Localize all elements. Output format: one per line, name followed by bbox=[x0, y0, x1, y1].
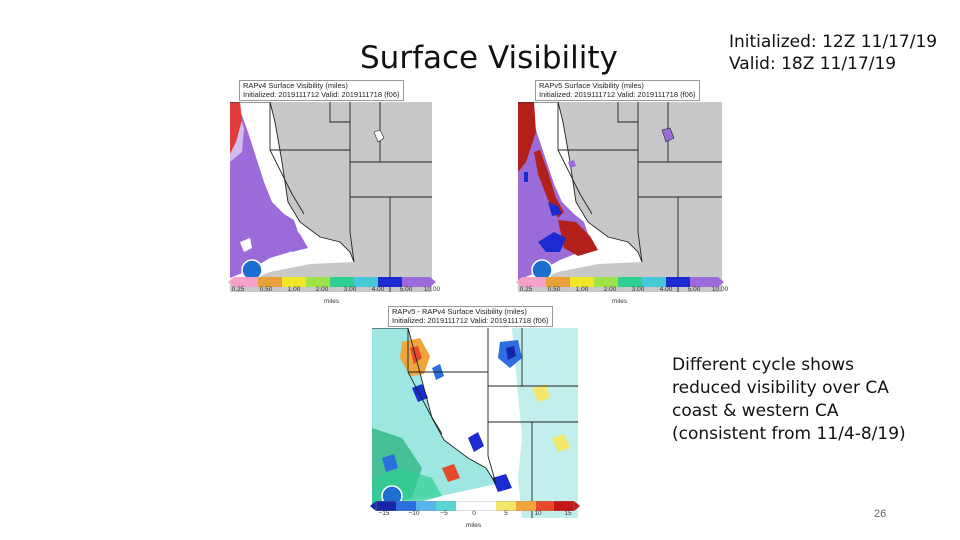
difference-tick: −10 bbox=[408, 510, 420, 517]
valid-time: Valid: 18Z 11/17/19 bbox=[729, 54, 897, 74]
rapv4-panel-header: RAPv4 Surface Visibility (miles) Initial… bbox=[239, 80, 404, 101]
run-info: Initialized: 12Z 11/17/19 Valid: 18Z 11/… bbox=[729, 31, 937, 75]
difference-tick: 15 bbox=[564, 510, 572, 517]
rapv5-header-times: Initialized: 2019111712 Valid: 201911171… bbox=[539, 89, 696, 99]
slide-title: Surface Visibility bbox=[360, 40, 618, 76]
difference-header-times: Initialized: 2019111712 Valid: 201911171… bbox=[392, 315, 549, 325]
rapv5-tick: 2.00 bbox=[603, 286, 617, 293]
difference-tick: −5 bbox=[440, 510, 448, 517]
page-number: 26 bbox=[874, 508, 887, 520]
rapv4-colorbar-graphic bbox=[228, 277, 436, 287]
rapv5-visibility-panel: RAPv5 Surface Visibility (miles) Initial… bbox=[513, 80, 729, 310]
rapv5-panel-header: RAPv5 Surface Visibility (miles) Initial… bbox=[535, 80, 700, 101]
difference-map-graphic bbox=[372, 328, 578, 518]
rapv4-tick: 1.00 bbox=[287, 286, 301, 293]
rapv4-tick: 5.00 bbox=[399, 286, 413, 293]
rapv4-tick: 4.00 bbox=[371, 286, 385, 293]
rapv5-visibility-map bbox=[518, 102, 722, 350]
rapv4-units: miles bbox=[324, 298, 340, 305]
difference-visibility-panel: RAPv5 - RAPv4 Surface Visibility (miles)… bbox=[368, 306, 582, 536]
rapv5-tick: 3.00 bbox=[631, 286, 645, 293]
rapv4-colorbar: 0.25 0.50 1.00 2.00 3.00 4.00 5.00 10.00… bbox=[228, 274, 440, 305]
rapv5-colorbar: 0.25 0.50 1.00 2.00 3.00 4.00 5.00 10.00… bbox=[516, 274, 728, 305]
difference-tick: 5 bbox=[504, 510, 508, 517]
rapv5-colorbar-graphic bbox=[516, 277, 724, 287]
difference-colorbar: −15 −10 −5 0 5 10 15 miles bbox=[370, 498, 580, 529]
difference-tick: 10 bbox=[534, 510, 542, 517]
rapv4-visibility-map bbox=[230, 102, 432, 350]
rapv5-header-title: RAPv5 Surface Visibility (miles) bbox=[539, 81, 644, 90]
difference-header-title: RAPv5 - RAPv4 Surface Visibility (miles) bbox=[392, 307, 527, 316]
rapv5-tick: 0.50 bbox=[547, 286, 561, 293]
rapv4-map-graphic bbox=[230, 102, 432, 292]
rapv5-map-graphic bbox=[518, 102, 722, 292]
difference-units: miles bbox=[466, 522, 482, 529]
slide-note: Different cycle shows reduced visibility… bbox=[672, 355, 906, 444]
difference-tick: 0 bbox=[472, 510, 476, 517]
rapv4-visibility-panel: RAPv4 Surface Visibility (miles) Initial… bbox=[224, 80, 440, 310]
difference-panel-header: RAPv5 - RAPv4 Surface Visibility (miles)… bbox=[388, 306, 553, 327]
difference-tick: −15 bbox=[378, 510, 390, 517]
rapv5-units: miles bbox=[612, 298, 628, 305]
difference-visibility-map bbox=[372, 328, 578, 518]
rapv4-header-title: RAPv4 Surface Visibility (miles) bbox=[243, 81, 348, 90]
init-time: Initialized: 12Z 11/17/19 bbox=[729, 32, 938, 52]
rapv5-tick: 5.00 bbox=[687, 286, 701, 293]
rapv4-header-times: Initialized: 2019111712 Valid: 201911171… bbox=[243, 89, 400, 99]
rapv5-tick: 10.00 bbox=[711, 286, 729, 293]
rapv5-tick: 0.25 bbox=[519, 286, 533, 293]
rapv4-tick: 10.00 bbox=[423, 286, 441, 293]
rapv5-tick: 4.00 bbox=[659, 286, 673, 293]
rapv4-tick: 3.00 bbox=[343, 286, 357, 293]
rapv5-tick: 1.00 bbox=[575, 286, 589, 293]
rapv4-tick: 0.50 bbox=[259, 286, 273, 293]
rapv4-tick: 2.00 bbox=[315, 286, 329, 293]
difference-colorbar-graphic bbox=[370, 500, 580, 512]
rapv4-tick: 0.25 bbox=[231, 286, 245, 293]
